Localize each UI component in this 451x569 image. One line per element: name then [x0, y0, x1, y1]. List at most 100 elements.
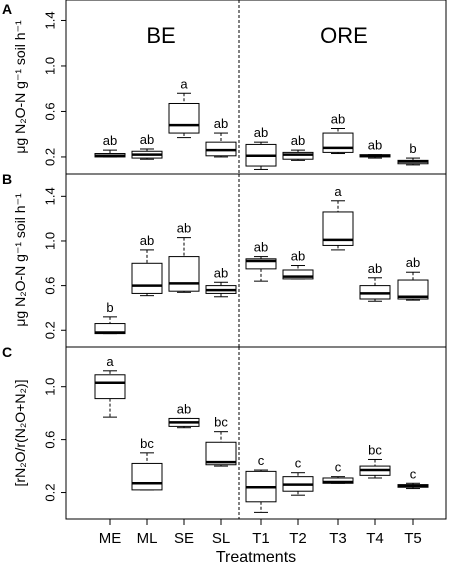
y-tick-label: 0.2 — [42, 148, 57, 166]
y-tick-label: 1.0 — [42, 232, 57, 250]
significance-letter-ML: ab — [140, 233, 154, 248]
panel-a-boxes — [94, 92, 429, 170]
box-T4 — [359, 458, 391, 479]
panel-a: A BE ORE 0.2 0.6 1.0 1.4 ab ab a ab ab ab ab ab b μ… — [2, 0, 447, 175]
x-tick-label-T4: T4 — [366, 530, 384, 547]
box-ML — [131, 148, 163, 160]
panel-b-y-axis: 0.2 0.6 1.0 1.4 — [42, 187, 66, 339]
x-axis: ME ML SE SL T1 T2 T3 T4 T5 — [99, 519, 422, 547]
box-T3 — [322, 128, 354, 155]
y-tick-label: 1.4 — [42, 187, 57, 205]
box-ML — [131, 249, 163, 297]
significance-letter-T4: ab — [368, 138, 382, 153]
box-ME — [94, 316, 126, 335]
box-iqr — [397, 279, 429, 300]
significance-letter-T1: ab — [254, 125, 268, 140]
box-T3 — [322, 476, 354, 484]
box-SE — [168, 417, 200, 429]
box-iqr — [322, 132, 354, 153]
panel-c-boxes — [94, 370, 429, 513]
box-ME — [94, 370, 126, 418]
panel-c-label: C — [2, 344, 12, 360]
box-T2 — [282, 265, 314, 280]
group-label-be: BE — [146, 23, 175, 48]
x-tick-label-SE: SE — [174, 530, 194, 547]
box-iqr — [322, 477, 354, 484]
significance-letter-T4: bc — [368, 442, 382, 457]
significance-letter-SE: ab — [177, 221, 191, 236]
significance-letter-T2: ab — [291, 249, 305, 264]
significance-letter-T3: c — [335, 460, 342, 475]
box-T4 — [359, 277, 391, 302]
y-tick-label: 0.2 — [42, 483, 57, 501]
box-iqr — [168, 102, 200, 134]
box-iqr — [168, 256, 200, 292]
box-iqr — [131, 262, 163, 294]
box-T1 — [245, 141, 277, 170]
x-tick-label-T5: T5 — [404, 530, 422, 547]
box-T1 — [245, 256, 277, 282]
panel-b-letters: b ab ab ab ab ab a ab ab — [106, 184, 420, 315]
panel-a-letters: ab ab a ab ab ab ab ab b — [103, 76, 417, 156]
significance-letter-T3: ab — [331, 112, 345, 127]
box-T5 — [397, 271, 429, 301]
significance-letter-SL: ab — [214, 265, 228, 280]
panel-c-letters: a bc ab bc c c c bc c — [106, 354, 416, 481]
box-T4 — [359, 154, 391, 159]
x-tick-label-SL: SL — [212, 530, 230, 547]
significance-letter-T5: ab — [406, 255, 420, 270]
box-T5 — [397, 157, 429, 166]
panel-b: B 0.2 0.6 1.0 1.4 b ab ab ab ab ab a ab ab μg N₂O-N… — [2, 171, 447, 348]
box-T2 — [282, 472, 314, 496]
y-tick-label: 1.4 — [42, 11, 57, 29]
y-tick-label: 1.0 — [42, 378, 57, 396]
significance-letter-T4: ab — [368, 261, 382, 276]
box-iqr — [131, 462, 163, 491]
panel-c-y-label: [rN₂O/r(N₂O+N₂)] — [12, 380, 28, 487]
panel-c: C 0.2 0.6 1.0 a bc ab bc c c c bc c [rN₂O/r(N₂O+N₂… — [2, 344, 447, 520]
significance-letter-ME: ab — [103, 133, 117, 148]
y-tick-label: 0.6 — [42, 431, 57, 449]
group-label-ore: ORE — [320, 23, 368, 48]
x-tick-label-T1: T1 — [252, 530, 270, 547]
x-tick-label-ML: ML — [137, 530, 158, 547]
panel-b-label: B — [2, 171, 12, 187]
box-iqr — [282, 269, 314, 280]
x-tick-label-T2: T2 — [289, 530, 307, 547]
box-ML — [131, 452, 163, 491]
significance-letter-ML: bc — [140, 436, 154, 451]
x-axis-label: Treatments — [216, 549, 296, 566]
significance-letter-T2: c — [295, 456, 302, 471]
box-SL — [205, 281, 237, 298]
panel-b-boxes — [94, 200, 429, 335]
box-SE — [168, 237, 200, 293]
x-tick-label-T3: T3 — [329, 530, 347, 547]
box-iqr — [245, 258, 277, 270]
significance-letter-SL: bc — [214, 415, 228, 430]
box-iqr — [205, 441, 237, 466]
box-ME — [94, 149, 126, 158]
significance-letter-T1: c — [258, 453, 265, 468]
panel-b-y-label: μg N₂O-N g⁻¹ soil h⁻¹ — [12, 193, 28, 327]
significance-letter-SE: a — [180, 76, 188, 91]
box-T1 — [245, 469, 277, 513]
significance-letter-SL: ab — [214, 116, 228, 131]
significance-letter-T5: b — [409, 141, 416, 156]
significance-letter-ME: a — [106, 354, 114, 369]
box-SE — [168, 92, 200, 139]
y-tick-label: 0.6 — [42, 277, 57, 295]
significance-letter-T1: ab — [254, 240, 268, 255]
box-T5 — [397, 482, 429, 490]
significance-letter-ML: ab — [140, 132, 154, 147]
panel-c-y-axis: 0.2 0.6 1.0 — [42, 378, 66, 502]
box-SL — [205, 431, 237, 467]
box-SL — [205, 132, 237, 158]
significance-letter-T2: ab — [291, 133, 305, 148]
panel-a-y-label: μg N₂O-N g⁻¹ soil h⁻¹ — [12, 20, 28, 154]
x-tick-label-ME: ME — [99, 530, 122, 547]
box-iqr — [94, 374, 126, 400]
y-tick-label: 0.6 — [42, 102, 57, 120]
significance-letter-ME: b — [106, 300, 113, 315]
significance-letter-SE: ab — [177, 401, 191, 416]
